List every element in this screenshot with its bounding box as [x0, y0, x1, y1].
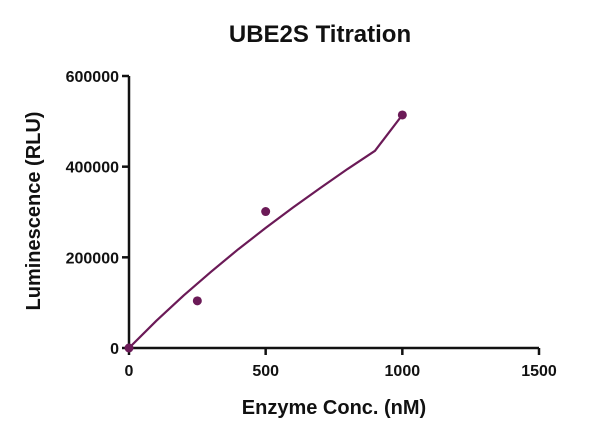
- y-tick-label: 0: [110, 341, 119, 358]
- y-axis-title: Luminescence (RLU): [23, 112, 45, 311]
- y-tick-label: 400000: [66, 160, 119, 177]
- fit-curve: [127, 113, 404, 350]
- data-point: [261, 207, 271, 217]
- data-point: [192, 296, 202, 306]
- data-point: [124, 343, 134, 353]
- x-tick-label: 1000: [385, 363, 421, 380]
- y-tick-label: 200000: [66, 250, 119, 267]
- y-tick-label: 600000: [66, 69, 119, 86]
- x-axis-title: Enzyme Conc. (nM): [242, 397, 426, 419]
- x-tick-label: 1500: [521, 363, 557, 380]
- x-tick-label: 500: [252, 363, 279, 380]
- chart-title: UBE2S Titration: [229, 21, 411, 48]
- series-group: [124, 110, 407, 353]
- axes-group: [127, 76, 539, 350]
- ticks-group: 0 200000 400000 600000 0 500 1000 1500: [66, 69, 557, 380]
- x-tick-label: 0: [125, 363, 134, 380]
- data-point: [397, 110, 407, 120]
